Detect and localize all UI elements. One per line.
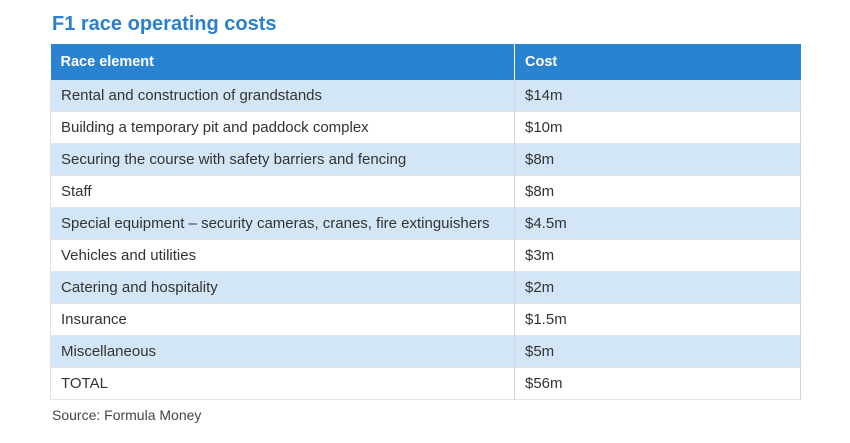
cell-cost: $10m [514,111,801,144]
cell-race-element: TOTAL [50,367,515,400]
cell-race-element: Catering and hospitality [50,271,515,304]
source-note: Source: Formula Money [52,407,202,423]
cell-race-element: Vehicles and utilities [50,239,515,272]
cell-race-element: Insurance [50,303,515,336]
cell-race-element: Special equipment – security cameras, cr… [50,207,515,240]
costs-table: Race element Cost Rental and constructio… [50,44,801,400]
header-race-element: Race element [50,44,515,80]
table-row: Vehicles and utilities $3m [50,239,801,272]
cell-race-element: Securing the course with safety barriers… [50,143,515,176]
cell-cost: $4.5m [514,207,801,240]
table-row: Catering and hospitality $2m [50,271,801,304]
cell-cost: $1.5m [514,303,801,336]
table-row: Rental and construction of grandstands $1… [50,80,801,112]
table-row: Securing the course with safety barriers… [50,143,801,176]
cell-race-element: Staff [50,175,515,208]
header-cost: Cost [514,44,801,80]
table-row: TOTAL $56m [50,367,801,400]
table-header-row: Race element Cost [50,44,801,80]
table-row: Special equipment – security cameras, cr… [50,207,801,240]
cell-cost: $56m [514,367,801,400]
cell-cost: $5m [514,335,801,368]
table-row: Building a temporary pit and paddock com… [50,111,801,144]
cell-cost: $8m [514,175,801,208]
cell-race-element: Rental and construction of grandstands [50,80,515,112]
page-title: F1 race operating costs [52,13,277,35]
cell-race-element: Miscellaneous [50,335,515,368]
table-row: Miscellaneous $5m [50,335,801,368]
table-row: Insurance $1.5m [50,303,801,336]
table-row: Staff $8m [50,175,801,208]
cell-cost: $14m [514,80,801,112]
cell-cost: $3m [514,239,801,272]
cell-cost: $8m [514,143,801,176]
cell-cost: $2m [514,271,801,304]
cell-race-element: Building a temporary pit and paddock com… [50,111,515,144]
